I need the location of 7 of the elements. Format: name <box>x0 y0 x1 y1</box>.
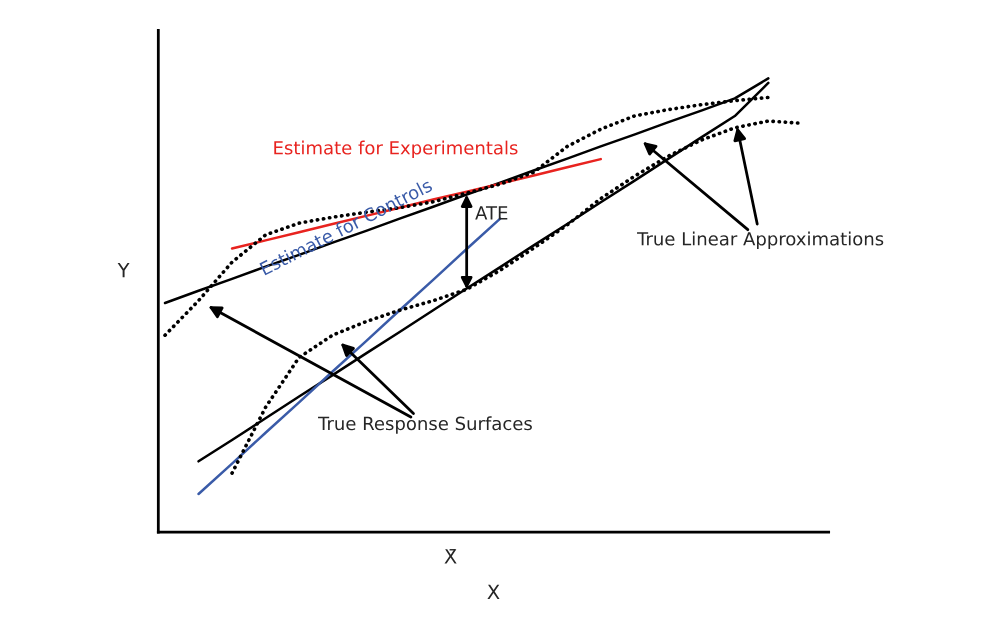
x-axis-title: X <box>487 584 500 599</box>
annotation: True Linear Approximations <box>637 231 884 250</box>
series-label: Estimate for Experimentals <box>274 140 518 159</box>
annotation: ATE <box>475 206 508 220</box>
y-axis-title: Y <box>117 262 130 278</box>
text: X̄ <box>444 549 457 564</box>
annotation: True Response Surfaces <box>318 416 532 434</box>
